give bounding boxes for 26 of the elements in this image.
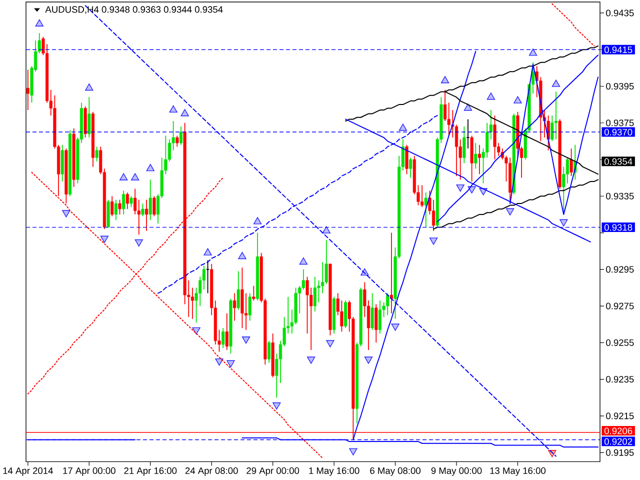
- x-tick-label: 24 Apr 08:00: [185, 467, 238, 476]
- y-tick-label: 0.9395: [606, 82, 634, 90]
- x-tick-label: 21 Apr 16:00: [124, 467, 177, 476]
- y-tick-label: 0.9275: [606, 302, 634, 310]
- x-tick-label: 13 May 16:00: [490, 467, 546, 476]
- y-tick-label: 0.9235: [606, 376, 634, 383]
- ref-line-label: 0.9206: [604, 428, 632, 434]
- y-tick-label: 0.9195: [606, 449, 634, 456]
- x-tick-label: 17 Apr 00:00: [63, 467, 116, 476]
- ref-line-label: 0.9415: [604, 46, 632, 54]
- ref-line-label: 0.9318: [604, 224, 632, 231]
- y-tick-label: 0.9255: [606, 339, 634, 346]
- text: 0.9354: [604, 158, 632, 165]
- y-tick-label: 0.9215: [606, 412, 634, 420]
- x-tick-label: 6 May 08:00: [370, 467, 420, 476]
- y-tick-label: 0.9295: [606, 266, 634, 273]
- x-tick-label: 9 May 00:00: [431, 467, 482, 476]
- y-tick-label: 0.9375: [606, 120, 634, 126]
- x-tick-label: 29 Apr 00:00: [246, 467, 300, 476]
- chart-title: AUDUSD,H4 0.9348 0.9363 0.9344 0.9354: [45, 6, 223, 14]
- ref-line-label: 0.9370: [604, 128, 632, 136]
- ref-line-label: 0.9202: [604, 438, 632, 445]
- x-tick-label: 1 May 16:00: [309, 467, 360, 476]
- x-tick-label: 14 Apr 2014: [3, 467, 53, 476]
- y-tick-label: 0.9335: [606, 192, 634, 200]
- y-tick-label: 0.9435: [606, 10, 634, 16]
